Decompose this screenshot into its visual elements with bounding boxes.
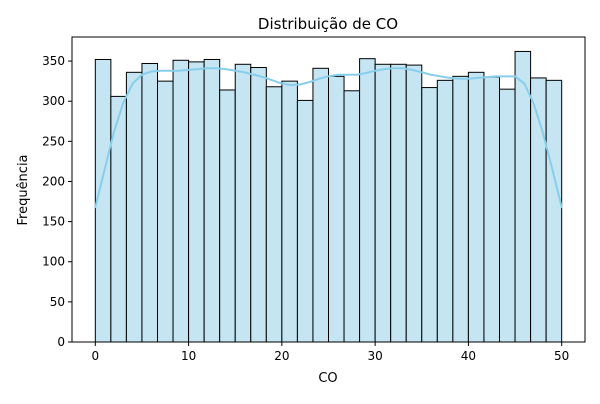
y-tick-label: 200	[42, 174, 65, 188]
x-axis-label: CO	[318, 371, 337, 386]
y-tick-label: 100	[42, 255, 65, 269]
histogram-bar	[452, 75, 469, 343]
histogram-bar	[421, 87, 438, 343]
y-axis-label: Frequência	[16, 154, 31, 225]
y-tick-label: 50	[50, 295, 65, 309]
bars-layer	[94, 50, 563, 343]
histogram-bar	[514, 50, 532, 343]
axes-layer: 0 10 20 30 40 50 0 50 100 150 200 250 300 350	[42, 36, 586, 363]
x-tick-label: 50	[554, 349, 569, 363]
histogram-bar	[498, 88, 516, 343]
histogram-bar	[234, 63, 252, 343]
histogram-bar	[250, 67, 267, 343]
histogram-bar	[374, 63, 392, 343]
histogram-bar	[172, 59, 190, 343]
y-tick-label: 0	[57, 335, 65, 349]
histogram-bar	[483, 76, 500, 343]
kde-layer	[94, 67, 563, 209]
histogram-bar	[296, 99, 314, 343]
histogram-bar	[328, 75, 345, 343]
histogram-bar	[281, 80, 298, 343]
x-tick-label: 0	[91, 349, 99, 363]
histogram-bar	[467, 71, 485, 343]
chart-title: Distribuição de CO	[258, 15, 398, 33]
histogram-bar	[405, 64, 423, 343]
histogram-bar	[203, 58, 221, 343]
histogram-bar	[219, 89, 236, 343]
y-tick-label: 350	[42, 54, 65, 68]
x-tick-label: 30	[367, 349, 382, 363]
histogram-bar	[312, 67, 330, 343]
x-tick-label: 20	[274, 349, 289, 363]
histogram-bar	[545, 79, 563, 343]
histogram-bar	[343, 90, 361, 343]
y-tick-label: 150	[42, 215, 65, 229]
x-tick-label: 10	[181, 349, 196, 363]
histogram-bar	[390, 63, 407, 343]
histogram-bar	[265, 86, 283, 343]
plot-frame	[71, 36, 586, 343]
y-tick-label: 250	[42, 134, 65, 148]
histogram-bar	[359, 58, 376, 343]
histogram-bar	[157, 80, 174, 343]
histogram-bar	[436, 79, 454, 343]
x-tick-label: 40	[461, 349, 476, 363]
histogram-bar	[188, 61, 205, 343]
histogram-bar	[125, 71, 143, 343]
kde-line	[94, 67, 563, 209]
histogram-bar	[141, 62, 159, 343]
y-tick-label: 300	[42, 94, 65, 108]
